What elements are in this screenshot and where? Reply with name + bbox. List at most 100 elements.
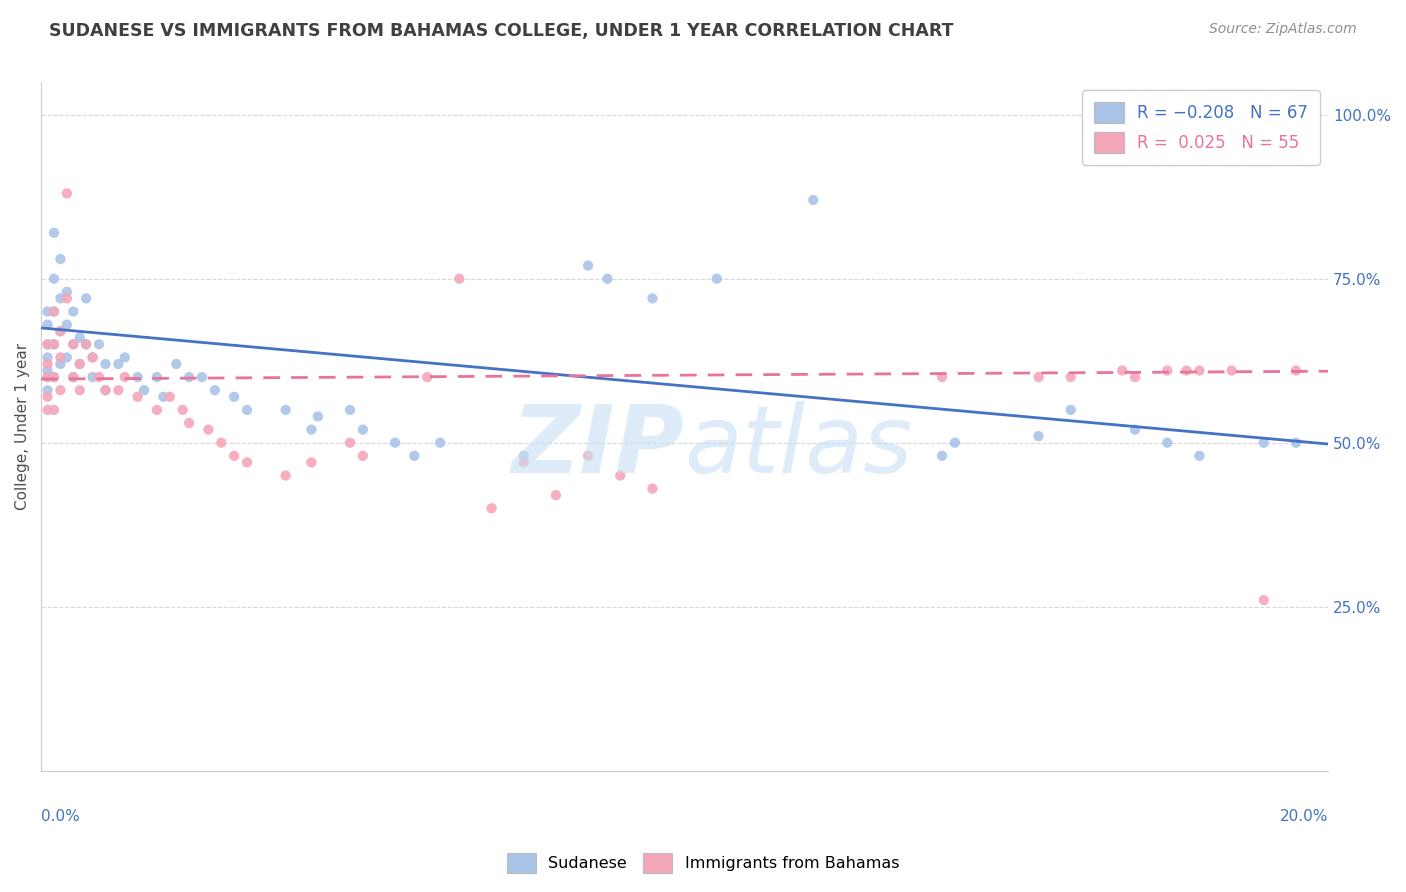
Point <box>56 351 79 365</box>
Point <box>159 390 181 404</box>
Point <box>37 383 59 397</box>
Point <box>1285 435 1308 450</box>
Text: 0.0%: 0.0% <box>41 808 80 823</box>
Point <box>307 409 329 424</box>
Point <box>56 318 79 332</box>
Point <box>339 435 361 450</box>
Point <box>87 370 110 384</box>
Y-axis label: College, Under 1 year: College, Under 1 year <box>15 343 30 510</box>
Point <box>931 370 953 384</box>
Point <box>49 383 72 397</box>
Point <box>172 403 194 417</box>
Point <box>37 304 59 318</box>
Point <box>94 383 117 397</box>
Point <box>82 351 104 365</box>
Point <box>576 259 599 273</box>
Point <box>209 435 232 450</box>
Point <box>42 337 65 351</box>
Point <box>179 416 201 430</box>
Point <box>274 403 297 417</box>
Point <box>449 271 471 285</box>
Point <box>42 304 65 318</box>
Point <box>481 501 503 516</box>
Point <box>94 357 117 371</box>
Point <box>82 351 104 365</box>
Point <box>801 193 824 207</box>
Point <box>127 370 149 384</box>
Point <box>69 331 91 345</box>
Point <box>1060 403 1083 417</box>
Point <box>75 337 97 351</box>
Point <box>49 324 72 338</box>
Point <box>384 435 406 450</box>
Point <box>42 271 65 285</box>
Point <box>274 468 297 483</box>
Point <box>1028 429 1050 443</box>
Point <box>641 292 664 306</box>
Point <box>224 390 246 404</box>
Point <box>75 292 97 306</box>
Point <box>75 337 97 351</box>
Point <box>42 403 65 417</box>
Point <box>1285 363 1308 377</box>
Point <box>37 390 59 404</box>
Point <box>146 370 169 384</box>
Point <box>37 370 59 384</box>
Point <box>42 304 65 318</box>
Point <box>429 435 451 450</box>
Point <box>299 423 322 437</box>
Legend: Sudanese, Immigrants from Bahamas: Sudanese, Immigrants from Bahamas <box>501 847 905 880</box>
Point <box>69 357 91 371</box>
Point <box>94 383 117 397</box>
Point <box>165 357 187 371</box>
Point <box>1123 423 1146 437</box>
Point <box>339 403 361 417</box>
Point <box>224 449 246 463</box>
Point <box>49 351 72 365</box>
Point <box>49 357 72 371</box>
Text: SUDANESE VS IMMIGRANTS FROM BAHAMAS COLLEGE, UNDER 1 YEAR CORRELATION CHART: SUDANESE VS IMMIGRANTS FROM BAHAMAS COLL… <box>49 22 953 40</box>
Text: atlas: atlas <box>685 401 912 492</box>
Point <box>1188 449 1211 463</box>
Point <box>56 186 79 201</box>
Point <box>62 370 84 384</box>
Point <box>1175 363 1198 377</box>
Point <box>69 357 91 371</box>
Point <box>1111 363 1133 377</box>
Text: 20.0%: 20.0% <box>1279 808 1329 823</box>
Point <box>56 292 79 306</box>
Point <box>513 455 536 469</box>
Point <box>513 449 536 463</box>
Point <box>82 370 104 384</box>
Point <box>943 435 966 450</box>
Point <box>37 351 59 365</box>
Point <box>931 449 953 463</box>
Point <box>1188 363 1211 377</box>
Point <box>132 383 155 397</box>
Point <box>706 271 728 285</box>
Point <box>56 285 79 299</box>
Point <box>42 226 65 240</box>
Text: ZIP: ZIP <box>512 401 685 493</box>
Point <box>49 324 72 338</box>
Point <box>62 337 84 351</box>
Legend: R = −0.208   N = 67, R =  0.025   N = 55: R = −0.208 N = 67, R = 0.025 N = 55 <box>1083 90 1320 165</box>
Point <box>37 357 59 371</box>
Point <box>299 455 322 469</box>
Point <box>236 403 259 417</box>
Point <box>62 337 84 351</box>
Point <box>87 337 110 351</box>
Point <box>114 370 136 384</box>
Point <box>146 403 169 417</box>
Point <box>1028 370 1050 384</box>
Point <box>179 370 201 384</box>
Point <box>37 337 59 351</box>
Point <box>152 390 174 404</box>
Point <box>127 390 149 404</box>
Point <box>576 449 599 463</box>
Point <box>352 449 374 463</box>
Point <box>107 383 129 397</box>
Point <box>37 337 59 351</box>
Point <box>1156 363 1178 377</box>
Point <box>1123 370 1146 384</box>
